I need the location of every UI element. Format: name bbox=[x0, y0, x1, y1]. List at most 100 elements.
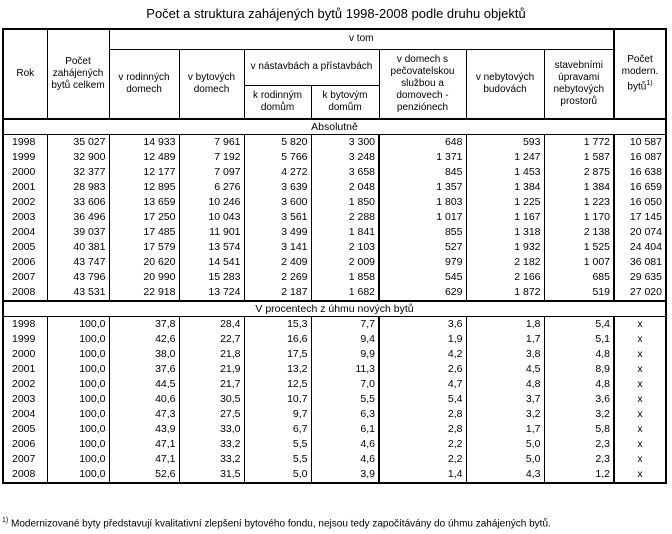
value-cell: 629 bbox=[378, 285, 467, 301]
value-cell: x bbox=[613, 437, 667, 452]
table-row: 2003 36 496 17 250 10 043 3 561 2 288 1 017 1 1… bbox=[2, 210, 667, 225]
value-cell: 845 bbox=[378, 165, 467, 180]
value-cell: 2 166 bbox=[465, 270, 545, 285]
year-cell: 2006 bbox=[2, 255, 48, 270]
value-cell: 3,6 bbox=[378, 316, 467, 332]
value-cell: 5,1 bbox=[543, 332, 615, 347]
value-cell: 7 192 bbox=[178, 150, 245, 165]
value-cell: 1 587 bbox=[543, 150, 615, 165]
value-cell: 16,6 bbox=[243, 332, 312, 347]
value-cell: 2 048 bbox=[310, 180, 380, 195]
value-cell: 29 635 bbox=[613, 270, 667, 285]
value-cell: 100,0 bbox=[46, 377, 110, 392]
value-cell: 1 371 bbox=[378, 150, 467, 165]
value-cell: 44,5 bbox=[108, 377, 180, 392]
header-rok: Rok bbox=[2, 28, 48, 120]
value-cell: 14 933 bbox=[108, 134, 180, 150]
value-cell: 3,2 bbox=[465, 407, 545, 422]
year-cell: 2001 bbox=[2, 362, 48, 377]
value-cell: 33 606 bbox=[46, 195, 110, 210]
value-cell: 1 384 bbox=[465, 180, 545, 195]
value-cell: 1,7 bbox=[465, 332, 545, 347]
year-cell: 2008 bbox=[2, 285, 48, 301]
year-cell: 2007 bbox=[2, 270, 48, 285]
value-cell: 527 bbox=[378, 240, 467, 255]
section-label: Absolutně bbox=[2, 118, 667, 135]
value-cell: 2,2 bbox=[378, 437, 467, 452]
value-cell: 1 170 bbox=[543, 210, 615, 225]
value-cell: 4,3 bbox=[465, 467, 545, 484]
value-cell: 13 574 bbox=[178, 240, 245, 255]
value-cell: 13 659 bbox=[108, 195, 180, 210]
value-cell: 16 050 bbox=[613, 195, 667, 210]
value-cell: 3,9 bbox=[310, 467, 380, 484]
value-cell: 1 453 bbox=[465, 165, 545, 180]
value-cell: 7 961 bbox=[178, 134, 245, 150]
value-cell: 100,0 bbox=[46, 362, 110, 377]
section-label: V procentech z úhmu nových bytů bbox=[2, 300, 667, 317]
value-cell: 11 901 bbox=[178, 225, 245, 240]
value-cell: 36 081 bbox=[613, 255, 667, 270]
value-cell: 33,2 bbox=[178, 452, 245, 467]
value-cell: 5,5 bbox=[243, 452, 312, 467]
year-cell: 2002 bbox=[2, 195, 48, 210]
header-k-rodinnym: k rodinným domům bbox=[243, 84, 312, 120]
value-cell: 1 803 bbox=[378, 195, 467, 210]
table-row: 2004 39 037 17 485 11 901 3 499 1 841 855 1 318… bbox=[2, 225, 667, 240]
header-modern: Počet modern. bytů1) bbox=[613, 28, 667, 120]
year-cell: 2005 bbox=[2, 422, 48, 437]
value-cell: 4,2 bbox=[378, 347, 467, 362]
value-cell: 5,5 bbox=[243, 437, 312, 452]
table-row: 2001 28 983 12 895 6 276 3 639 2 048 1 357 1 38… bbox=[2, 180, 667, 195]
value-cell: 1 841 bbox=[310, 225, 380, 240]
value-cell: 15 283 bbox=[178, 270, 245, 285]
value-cell: 17 485 bbox=[108, 225, 180, 240]
value-cell: 12,5 bbox=[243, 377, 312, 392]
table-row: 2006 43 747 20 620 14 541 2 409 2 009 979 2 182… bbox=[2, 255, 667, 270]
value-cell: 5,0 bbox=[465, 437, 545, 452]
value-cell: 32 377 bbox=[46, 165, 110, 180]
value-cell: 2 269 bbox=[243, 270, 312, 285]
table-row: 2002 33 606 13 659 10 246 3 600 1 850 1 803 1 2… bbox=[2, 195, 667, 210]
value-cell: 100,0 bbox=[46, 437, 110, 452]
value-cell: 6 276 bbox=[178, 180, 245, 195]
table-row: 1998 100,0 37,8 28,4 15,3 7,7 3,6 1,8 5,4 x bbox=[2, 316, 667, 332]
table-row: 2005 40 381 17 579 13 574 3 141 2 103 527 1 932… bbox=[2, 240, 667, 255]
value-cell: 545 bbox=[378, 270, 467, 285]
value-cell: 5 766 bbox=[243, 150, 312, 165]
value-cell: 3,2 bbox=[543, 407, 615, 422]
value-cell: x bbox=[613, 407, 667, 422]
value-cell: 100,0 bbox=[46, 422, 110, 437]
value-cell: 2 187 bbox=[243, 285, 312, 301]
value-cell: 1 525 bbox=[543, 240, 615, 255]
value-cell: 100,0 bbox=[46, 467, 110, 484]
value-cell: 1 223 bbox=[543, 195, 615, 210]
value-cell: 10 043 bbox=[178, 210, 245, 225]
value-cell: x bbox=[613, 392, 667, 407]
year-cell: 2004 bbox=[2, 407, 48, 422]
value-cell: 100,0 bbox=[46, 332, 110, 347]
year-cell: 2003 bbox=[2, 210, 48, 225]
value-cell: 648 bbox=[378, 134, 467, 150]
value-cell: 21,7 bbox=[178, 377, 245, 392]
year-cell: 1999 bbox=[2, 332, 48, 347]
year-cell: 2006 bbox=[2, 437, 48, 452]
value-cell: 2,6 bbox=[378, 362, 467, 377]
value-cell: 1 017 bbox=[378, 210, 467, 225]
value-cell: 3,6 bbox=[543, 392, 615, 407]
value-cell: 1 318 bbox=[465, 225, 545, 240]
value-cell: 4,8 bbox=[543, 377, 615, 392]
value-cell: 43 747 bbox=[46, 255, 110, 270]
value-cell: 21,8 bbox=[178, 347, 245, 362]
header-k-bytovym: k bytovým domům bbox=[310, 84, 380, 120]
year-cell: 1998 bbox=[2, 134, 48, 150]
value-cell: 7,7 bbox=[310, 316, 380, 332]
value-cell: 1 225 bbox=[465, 195, 545, 210]
value-cell: 17 145 bbox=[613, 210, 667, 225]
value-cell: 33,0 bbox=[178, 422, 245, 437]
value-cell: 1 247 bbox=[465, 150, 545, 165]
value-cell: 593 bbox=[465, 134, 545, 150]
value-cell: 3 600 bbox=[243, 195, 312, 210]
year-cell: 1999 bbox=[2, 150, 48, 165]
value-cell: 3 499 bbox=[243, 225, 312, 240]
